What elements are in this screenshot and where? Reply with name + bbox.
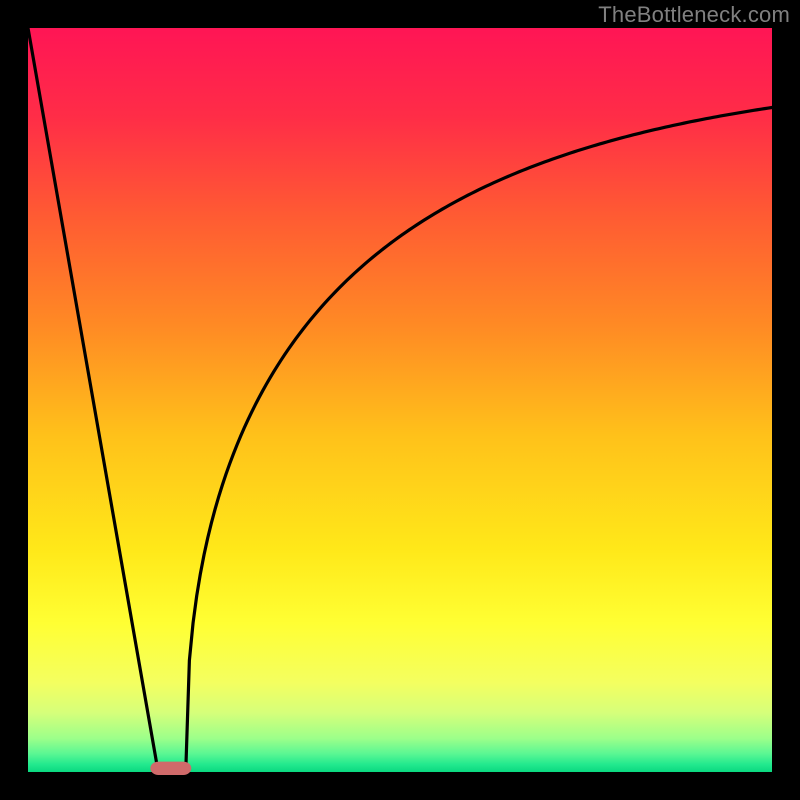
bottleneck-curve-chart [0, 0, 800, 800]
watermark-text: TheBottleneck.com [598, 2, 790, 28]
optimal-range-marker [150, 762, 191, 775]
chart-stage: TheBottleneck.com [0, 0, 800, 800]
